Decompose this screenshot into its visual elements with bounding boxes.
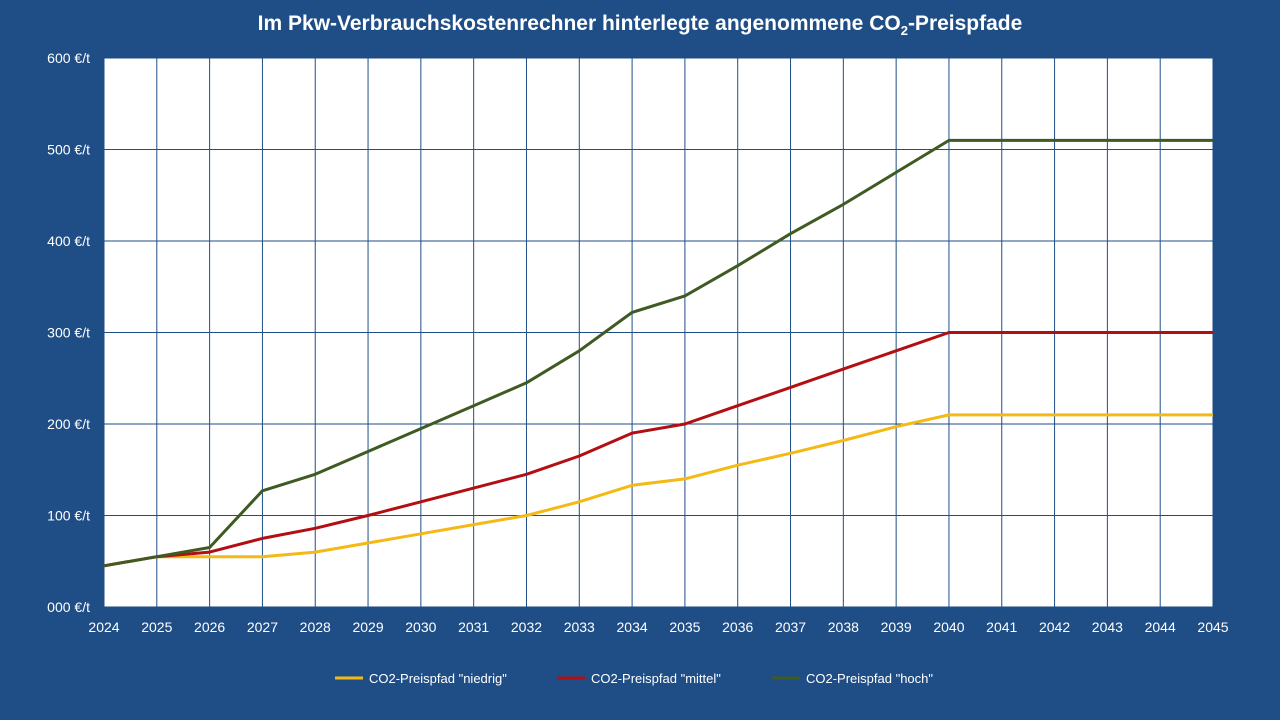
x-tick-label: 2028: [300, 619, 331, 635]
x-tick-label: 2036: [722, 619, 753, 635]
x-tick-label: 2038: [828, 619, 859, 635]
series-line-2: [103, 331, 1213, 568]
x-tick-label: 2043: [1092, 619, 1123, 635]
x-tick-label: 2029: [352, 619, 383, 635]
y-tick-label: 500 €/t: [47, 142, 90, 158]
y-tick-label: 600 €/t: [47, 50, 90, 66]
x-tick-label: 2027: [247, 619, 278, 635]
y-tick-label: 100 €/t: [47, 508, 90, 524]
y-tick-label: 300 €/t: [47, 325, 90, 341]
x-tick-label: 2042: [1039, 619, 1070, 635]
x-tick-label: 2044: [1145, 619, 1176, 635]
y-tick-label: 200 €/t: [47, 416, 90, 432]
legend-label-3: CO2-Preispfad "hoch": [806, 671, 933, 686]
x-tick-label: 2034: [617, 619, 648, 635]
x-tick-label: 2025: [141, 619, 172, 635]
x-tick-label: 2045: [1197, 619, 1228, 635]
x-tick-label: 2040: [933, 619, 964, 635]
x-tick-label: 2041: [986, 619, 1017, 635]
legend-label-1: CO2-Preispfad "niedrig": [369, 671, 507, 686]
legend-label-2: CO2-Preispfad "mittel": [591, 671, 721, 686]
x-tick-label: 2033: [564, 619, 595, 635]
chart-title-subscript: 2: [900, 23, 908, 39]
chart-title: Im Pkw-Verbrauchskostenrechner hinterleg…: [0, 12, 1280, 38]
chart-title-suffix: -Preispfade: [907, 12, 1023, 35]
x-tick-label: 2035: [669, 619, 700, 635]
series-line-1: [103, 413, 1213, 568]
x-tick-label: 2032: [511, 619, 542, 635]
x-tick-label: 2031: [458, 619, 489, 635]
x-tick-label: 2030: [405, 619, 436, 635]
x-tick-label: 2026: [194, 619, 225, 635]
x-tick-label: 2037: [775, 619, 806, 635]
series-line-3: [103, 138, 1213, 568]
x-tick-label: 2024: [88, 619, 119, 635]
chart-title-main: Im Pkw-Verbrauchskostenrechner hinterleg…: [257, 12, 901, 35]
x-tick-label: 2039: [881, 619, 912, 635]
y-tick-label: 400 €/t: [47, 233, 90, 249]
y-tick-label: 000 €/t: [47, 599, 90, 615]
